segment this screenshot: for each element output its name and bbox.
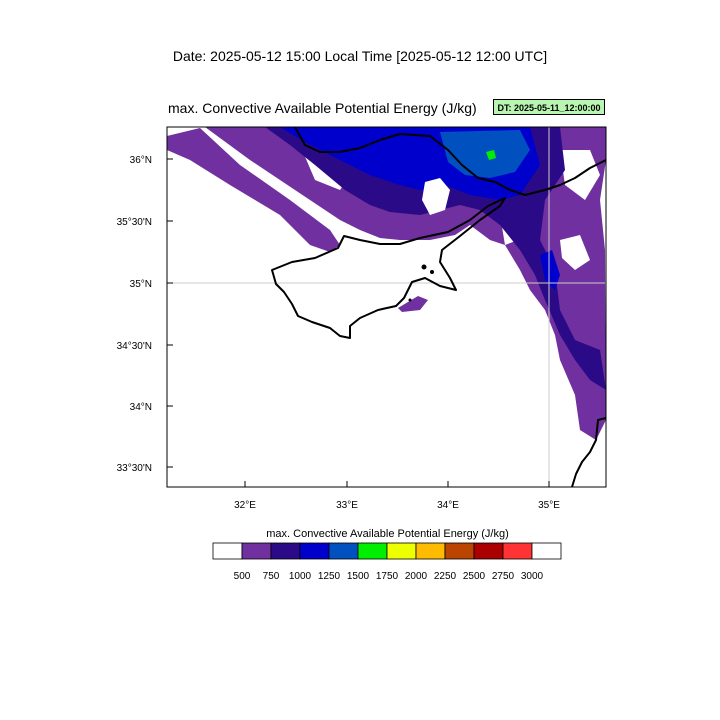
- cape-region-1000-east: [540, 250, 560, 290]
- colorbar-level-label: 1000: [289, 571, 312, 582]
- lon-label-35e: 35°E: [538, 500, 560, 511]
- turkey-coastline: [294, 127, 606, 196]
- colorbar-level-label: 500: [234, 571, 251, 582]
- colorbar-swatch: [212, 542, 243, 560]
- colorbar-swatch: [241, 542, 272, 560]
- dt-badge: DT: 2025-05-11_12:00:00: [493, 99, 605, 115]
- lat-label-34-30n: 34°30'N: [117, 341, 152, 352]
- cape-region-500-south-blob: [398, 296, 428, 312]
- colorbar-swatch: [473, 542, 504, 560]
- lon-label-33e: 33°E: [336, 500, 358, 511]
- cape-gap-3: [560, 235, 590, 270]
- colorbar-level-label: 750: [263, 571, 280, 582]
- cyprus-coastline: [271, 197, 506, 339]
- map-title: max. Convective Available Potential Ener…: [168, 100, 477, 116]
- lat-label-35n: 35°N: [130, 279, 152, 290]
- colorbar-title: max. Convective Available Potential Ener…: [266, 528, 509, 540]
- cape-region-1500: [486, 150, 496, 160]
- colorbar-level-label: 2750: [492, 571, 515, 582]
- colorbar-swatch: [328, 542, 359, 560]
- lat-label-34n: 34°N: [130, 402, 152, 413]
- colorbar-swatch: [357, 542, 388, 560]
- cape-region-500-nw-streak: [167, 128, 340, 252]
- lat-label-36n: 36°N: [130, 155, 152, 166]
- colorbar-swatch: [531, 542, 562, 560]
- colorbar-level-label: 3000: [521, 571, 544, 582]
- colorbar-swatch: [502, 542, 533, 560]
- colorbar-swatch: [270, 542, 301, 560]
- date-title: Date: 2025-05-12 15:00 Local Time [2025-…: [172, 48, 548, 64]
- cape-gap-5: [422, 178, 450, 215]
- colorbar-swatch: [386, 542, 417, 560]
- lon-label-32e: 32°E: [234, 500, 256, 511]
- lat-label-35-30n: 35°30'N: [117, 217, 152, 228]
- colorbar-swatch: [299, 542, 330, 560]
- plot-frame: [166, 126, 607, 488]
- colorbar-swatch: [415, 542, 446, 560]
- lon-axis: 32°E 33°E 34°E 35°E: [234, 481, 560, 511]
- island-marker-1: [421, 264, 427, 270]
- colorbar-level-label: 2250: [434, 571, 457, 582]
- colorbar-level-label: 1500: [347, 571, 370, 582]
- colorbar-level-label: 2500: [463, 571, 486, 582]
- lat-axis: 36°N 35°30'N 35°N 34°30'N 34°N 33°30'N: [117, 155, 173, 474]
- colorbar-level-label: 2000: [405, 571, 428, 582]
- colorbar-level-label: 1750: [376, 571, 399, 582]
- lon-label-34e: 34°E: [437, 500, 459, 511]
- colorbar: 500 750 1000 1250 1500 1750 2000 2250 2500 2750 30…: [212, 542, 562, 582]
- colorbar-swatch: [444, 542, 475, 560]
- colorbar-level-label: 1250: [318, 571, 341, 582]
- levant-coastline: [571, 417, 606, 487]
- island-marker-3: [408, 298, 412, 302]
- island-marker-2: [430, 270, 434, 274]
- lat-label-33-30n: 33°30'N: [117, 463, 152, 474]
